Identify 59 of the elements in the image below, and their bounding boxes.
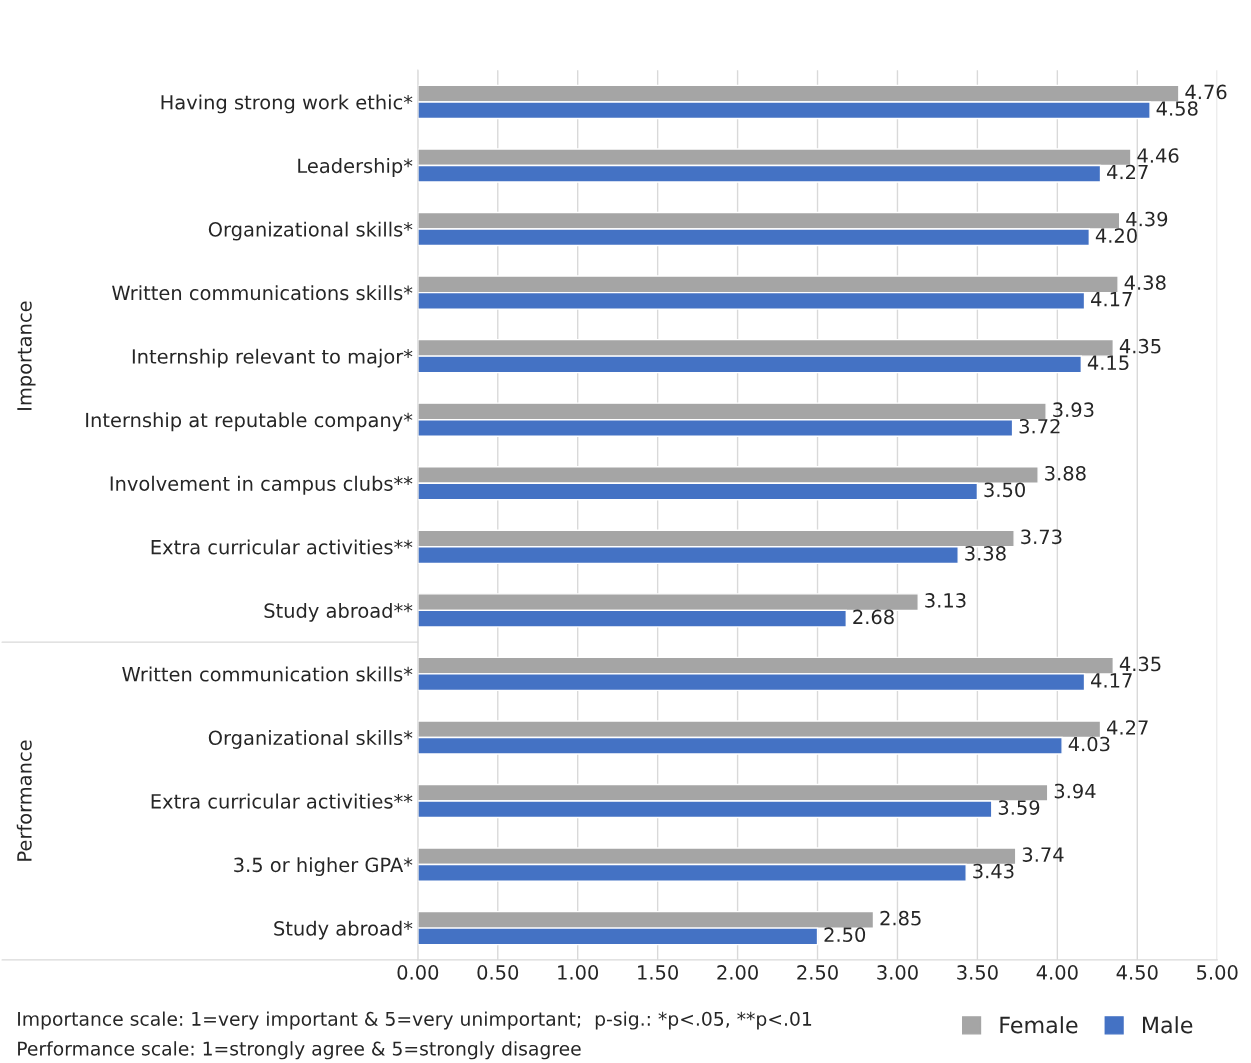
y-tick-label: Written communication skills* [122,666,413,682]
x-tick-label: 4.50 [1116,965,1158,980]
text: Importance scale: 1=very important & 5=very unimportant; p-sig.: *p<.05, **p<.01 [18,1011,812,1030]
x-tick-label: 1.00 [558,965,599,980]
data-label: 4.20 [1095,228,1137,243]
data-label: 4.35 [1119,656,1161,672]
data-label: 4.15 [1087,355,1129,371]
text: Performance scale: 1=strongly agree & 5=strongly disagree [18,1041,581,1060]
y-tick-label: Written communications skills* [112,285,413,301]
x-tick-label: 4.00 [1036,965,1078,980]
y-tick-label: Internship relevant to major* [132,348,413,368]
data-label: 3.59 [998,800,1040,815]
data-label: 4.46 [1137,148,1179,163]
y-tick-label: Study abroad** [264,602,413,622]
x-tick-label: 5.00 [1197,965,1238,980]
data-label: 4.17 [1091,292,1132,307]
data-label: 3.74 [1022,847,1064,862]
data-label: 4.38 [1124,275,1166,290]
x-tick-label: 3.00 [877,965,918,980]
data-label: 3.93 [1053,402,1094,418]
data-label: 4.17 [1091,673,1132,688]
data-label: 3.50 [984,482,1025,498]
y-tick-label: 3.5 or higher GPA* [234,857,413,876]
y-tick-label: Extra curricular activities** [151,793,413,809]
y-tick-label: Organizational skills* [208,221,413,241]
data-label: 3.73 [1021,529,1062,545]
data-label: 3.38 [965,546,1006,561]
data-label: 2.50 [824,927,866,943]
x-tick-label: 0.50 [477,965,519,980]
text: Importance [17,301,36,410]
text: Performance [16,740,32,861]
data-label: 3.13 [925,593,966,608]
x-tick-label: 1.50 [638,965,679,980]
data-label: 3.94 [1054,783,1096,799]
data-label: 4.76 [1185,84,1227,100]
legend-label: Female [1000,1016,1078,1034]
data-label: 4.03 [1068,736,1110,752]
x-tick-label: 2.50 [797,965,838,980]
x-tick-label: 0.00 [397,965,439,980]
data-label: 4.27 [1107,720,1148,735]
data-label: 4.58 [1156,101,1198,116]
y-tick-label: Having strong work ethic* [161,94,413,114]
data-label: 3.43 [973,863,1014,879]
data-label: 3.88 [1045,465,1086,481]
x-tick-label: 3.50 [957,965,998,980]
y-tick-label: Organizational skills* [208,730,413,749]
legend-label: Male [1143,1016,1193,1034]
x-tick-label: 2.00 [717,965,758,980]
data-label: 4.27 [1107,164,1148,180]
data-label: 2.68 [853,609,894,625]
data-label: 4.35 [1119,338,1161,354]
y-tick-label: Extra curricular activities** [151,539,413,555]
data-label: 4.39 [1126,211,1168,227]
y-tick-label: Internship at reputable company* [86,412,413,432]
y-tick-label: Study abroad* [274,920,413,940]
data-label: 2.85 [880,910,921,926]
y-tick-label: Involvement in campus clubs** [110,475,413,495]
y-tick-label: Leadership* [298,158,413,177]
data-label: 3.72 [1019,418,1060,434]
